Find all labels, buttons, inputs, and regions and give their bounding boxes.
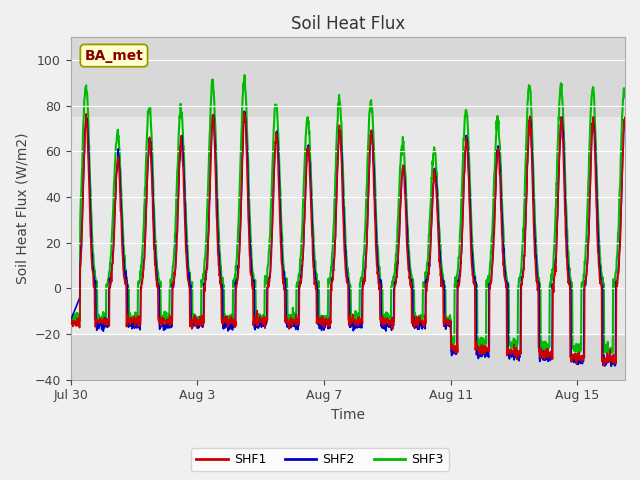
SHF1 bbox=[100, 317, 108, 323]
X-axis label: Time: Time bbox=[331, 408, 365, 422]
SHF1 bbox=[312, 286, 319, 292]
SHF2 bbox=[312, 275, 319, 281]
SHF1 bbox=[434, 213, 442, 218]
SHF3 bbox=[321, 317, 329, 323]
Bar bbox=[70, 117, 625, 334]
SHF2 bbox=[67, 317, 74, 323]
SHF3 bbox=[434, 187, 442, 192]
Line: SHF3: SHF3 bbox=[70, 75, 640, 357]
Y-axis label: Soil Heat Flux (W/m2): Soil Heat Flux (W/m2) bbox=[15, 132, 29, 284]
SHF2 bbox=[241, 108, 248, 114]
Line: SHF1: SHF1 bbox=[70, 113, 640, 369]
SHF3 bbox=[67, 316, 74, 322]
SHF3 bbox=[241, 72, 248, 78]
SHF1 bbox=[371, 198, 378, 204]
SHF1 bbox=[241, 110, 248, 116]
SHF3 bbox=[559, 102, 566, 108]
Text: BA_met: BA_met bbox=[84, 48, 143, 62]
SHF3 bbox=[371, 162, 378, 168]
SHF1 bbox=[631, 366, 639, 372]
SHF3 bbox=[312, 267, 319, 273]
SHF2 bbox=[559, 122, 566, 128]
SHF1 bbox=[321, 319, 329, 324]
SHF2 bbox=[371, 180, 378, 186]
SHF3 bbox=[606, 354, 614, 360]
Title: Soil Heat Flux: Soil Heat Flux bbox=[291, 15, 405, 33]
SHF1 bbox=[637, 356, 640, 362]
SHF2 bbox=[434, 203, 442, 208]
SHF3 bbox=[100, 315, 108, 321]
SHF2 bbox=[321, 323, 329, 328]
Line: SHF2: SHF2 bbox=[70, 111, 640, 370]
Legend: SHF1, SHF2, SHF3: SHF1, SHF2, SHF3 bbox=[191, 448, 449, 471]
SHF1 bbox=[559, 137, 566, 143]
SHF3 bbox=[637, 350, 640, 356]
SHF1 bbox=[67, 316, 74, 322]
SHF2 bbox=[637, 367, 640, 373]
SHF2 bbox=[100, 325, 108, 331]
